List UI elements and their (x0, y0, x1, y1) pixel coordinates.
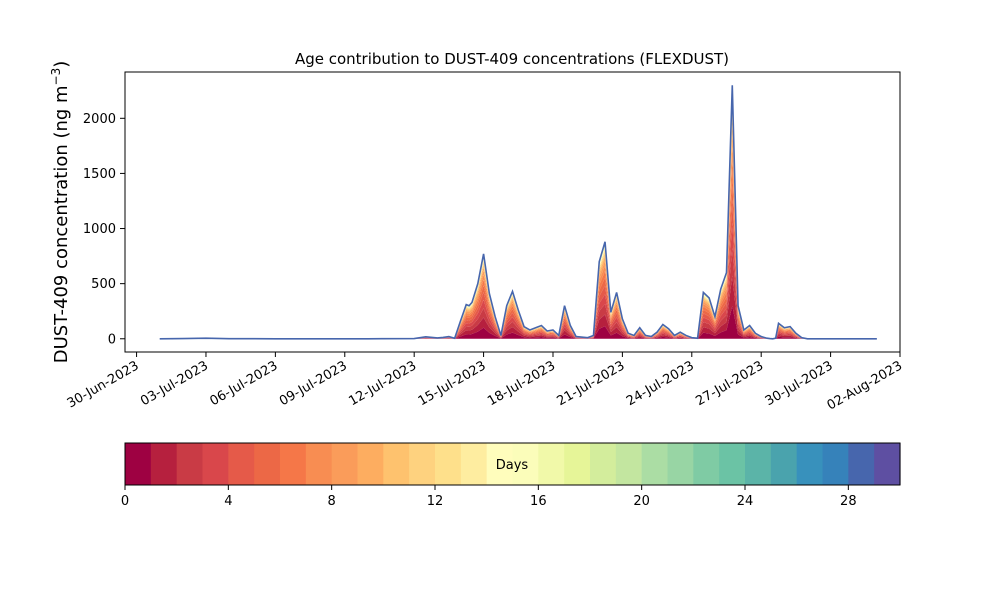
colorbar-tick-label: 4 (224, 494, 232, 509)
x-tick-label: 09-Jul-2023 (277, 358, 350, 409)
y-tick-label: 1500 (83, 167, 116, 182)
colorbar-cell-1 (150, 443, 178, 485)
x-tick-label: 24-Jul-2023 (624, 358, 697, 409)
colorbar-cell-28 (848, 443, 875, 485)
age-series-layer (159, 85, 877, 340)
colorbar-tick-label: 12 (427, 494, 444, 509)
colorbar-cell-27 (822, 443, 849, 485)
age-band-28-29-days (159, 85, 877, 339)
colorbar-cell-7 (305, 443, 333, 485)
colorbar-cell-4 (228, 443, 255, 485)
colorbar-cells (125, 443, 901, 485)
colorbar-cell-25 (770, 443, 798, 485)
colorbar-cell-12 (435, 443, 462, 485)
age-band-12-13-days (159, 105, 877, 339)
colorbar-cell-15 (512, 443, 539, 485)
age-band-1-2-days (159, 275, 877, 339)
colorbar-cell-23 (719, 443, 746, 485)
colorbar-cell-29 (874, 443, 901, 485)
colorbar: Days 0 4 8 12 16 20 24 28 (121, 442, 901, 509)
x-tick-label: 21-Jul-2023 (555, 358, 628, 409)
colorbar-cell-17 (564, 443, 591, 485)
colorbar-cell-16 (538, 443, 565, 485)
age-band-19-20-days (159, 90, 877, 339)
colorbar-cell-11 (409, 443, 436, 485)
y-tick-label: 0 (108, 332, 116, 347)
x-tick-label: 12-Jul-2023 (346, 358, 419, 409)
age-band-23-24-days (159, 87, 877, 339)
x-tick-label: 03-Jul-2023 (138, 358, 211, 409)
colorbar-cell-13 (460, 443, 488, 485)
y-tick-label: 500 (91, 277, 116, 292)
x-tick-label: 15-Jul-2023 (416, 358, 489, 409)
colorbar-cell-19 (615, 443, 643, 485)
colorbar-cell-22 (693, 443, 720, 485)
age-band-22-23-days (159, 87, 877, 339)
age-band-27-28-days (159, 85, 877, 339)
plot-frame (124, 71, 901, 353)
age-band-17-18-days (159, 92, 877, 339)
age-band-9-10-days (159, 124, 877, 339)
colorbar-cell-26 (796, 443, 824, 485)
age-band-29-30-days (159, 85, 877, 339)
colorbar-frame (124, 442, 901, 486)
age-band-25-26-days (159, 86, 877, 339)
age-band-24-25-days (159, 86, 877, 339)
y-axis-label-main: DUST-409 concentration (ng m (51, 85, 72, 363)
x-tick-label: 02-Aug-2023 (825, 358, 905, 413)
x-axis: 30-Jun-202303-Jul-202306-Jul-202309-Jul-… (65, 352, 905, 414)
chart-title: Age contribution to DUST-409 concentrati… (295, 50, 729, 68)
x-tick-label: 06-Jul-2023 (208, 358, 281, 409)
x-tick-label: 27-Jul-2023 (693, 358, 766, 409)
colorbar-tick-label: 0 (121, 494, 129, 509)
age-band-26-27-days (159, 85, 877, 339)
total-concentration-line (159, 85, 877, 340)
colorbar-cell-8 (331, 443, 359, 485)
colorbar-tick-label: 20 (633, 494, 650, 509)
colorbar-cell-21 (667, 443, 694, 485)
age-band-13-14-days (159, 101, 877, 339)
colorbar-cell-18 (590, 443, 617, 485)
y-axis-label-close: ) (51, 61, 72, 68)
y-tick-label: 2000 (83, 112, 116, 127)
colorbar-tick-label: 24 (737, 494, 754, 509)
age-band-18-19-days (159, 91, 877, 339)
age-band-15-16-days (159, 95, 877, 339)
age-band-16-17-days (159, 93, 877, 339)
y-axis-label: DUST-409 concentration (ng m−3) (49, 61, 72, 364)
colorbar-ticks: 0 4 8 12 16 20 24 28 (121, 485, 857, 509)
colorbar-cell-14 (486, 443, 514, 485)
age-band-21-22-days (159, 88, 877, 339)
colorbar-tick-label: 28 (840, 494, 857, 509)
age-band-0-1-days (159, 305, 877, 339)
y-axis: 0 500 1000 1500 2000 (83, 112, 125, 347)
colorbar-cell-5 (254, 443, 281, 485)
colorbar-label: Days (496, 458, 529, 473)
x-tick-label: 18-Jul-2023 (485, 358, 558, 409)
colorbar-cell-0 (125, 443, 152, 485)
colorbar-tick-label: 16 (530, 494, 547, 509)
y-axis-label-unit-exponent: −3 (49, 68, 63, 86)
colorbar-cell-6 (280, 443, 307, 485)
age-band-11-12-days (159, 110, 877, 339)
colorbar-cell-24 (745, 443, 772, 485)
age-band-10-11-days (159, 116, 877, 339)
colorbar-cell-20 (641, 443, 669, 485)
colorbar-cell-3 (202, 443, 229, 485)
age-band-20-21-days (159, 89, 877, 339)
age-band-14-15-days (159, 98, 877, 339)
colorbar-tick-label: 8 (328, 494, 336, 509)
colorbar-cell-9 (357, 443, 384, 485)
x-tick-label: 30-Jun-2023 (65, 358, 142, 411)
plot-area (124, 71, 901, 353)
y-tick-label: 1000 (83, 222, 116, 237)
colorbar-cell-10 (383, 443, 410, 485)
colorbar-cell-2 (176, 443, 204, 485)
